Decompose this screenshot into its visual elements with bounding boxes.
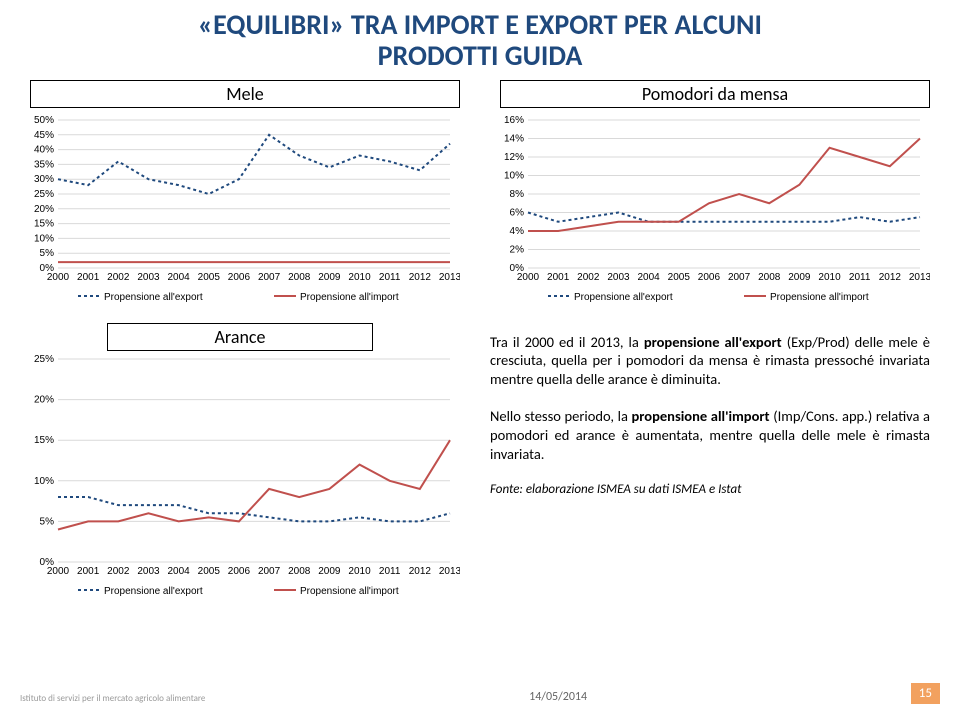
svg-text:2001: 2001 xyxy=(547,272,570,283)
svg-text:2012: 2012 xyxy=(409,566,432,577)
svg-text:15%: 15% xyxy=(34,218,54,229)
svg-text:14%: 14% xyxy=(504,133,524,144)
svg-text:2002: 2002 xyxy=(107,566,130,577)
page-number: 15 xyxy=(911,683,940,704)
svg-text:12%: 12% xyxy=(504,152,524,163)
svg-text:2005: 2005 xyxy=(198,566,221,577)
svg-text:2006: 2006 xyxy=(228,566,251,577)
svg-text:2000: 2000 xyxy=(517,272,540,283)
chart-pomodori: 0%2%4%6%8%10%12%14%16%200020012002200320… xyxy=(490,112,940,317)
svg-text:2013: 2013 xyxy=(909,272,930,283)
svg-text:2013: 2013 xyxy=(439,566,460,577)
chart-arance: 0%5%10%15%20%25%200020012002200320042005… xyxy=(20,351,460,611)
svg-text:2002: 2002 xyxy=(577,272,600,283)
svg-text:2003: 2003 xyxy=(607,272,630,283)
svg-text:2005: 2005 xyxy=(668,272,691,283)
svg-text:10%: 10% xyxy=(34,233,54,244)
subtitle-arance: Arance xyxy=(107,323,373,351)
svg-text:35%: 35% xyxy=(34,159,54,170)
svg-text:2010: 2010 xyxy=(348,272,371,283)
svg-text:5%: 5% xyxy=(40,248,55,259)
svg-text:2002: 2002 xyxy=(107,272,130,283)
svg-text:8%: 8% xyxy=(510,189,525,200)
svg-text:2005: 2005 xyxy=(198,272,221,283)
svg-text:2000: 2000 xyxy=(47,272,70,283)
subtitle-pomodori: Pomodori da mensa xyxy=(500,80,930,108)
page-title: «EQUILIBRI» TRA IMPORT E EXPORT PER ALCU… xyxy=(20,10,940,72)
source-text: Fonte: elaborazione ISMEA su dati ISMEA … xyxy=(490,482,930,497)
svg-text:2011: 2011 xyxy=(379,272,401,283)
svg-text:Propensione all'export: Propensione all'export xyxy=(574,292,673,303)
svg-text:2000: 2000 xyxy=(47,566,70,577)
svg-text:50%: 50% xyxy=(34,115,54,126)
svg-text:2004: 2004 xyxy=(167,566,190,577)
svg-text:2011: 2011 xyxy=(379,566,401,577)
svg-text:2012: 2012 xyxy=(409,272,432,283)
svg-text:2009: 2009 xyxy=(318,566,341,577)
footer: Istituto di servizi per il mercato agric… xyxy=(20,683,940,704)
svg-text:20%: 20% xyxy=(34,203,54,214)
svg-text:2004: 2004 xyxy=(637,272,660,283)
footer-left: Istituto di servizi per il mercato agric… xyxy=(20,694,205,704)
svg-text:2003: 2003 xyxy=(137,272,160,283)
svg-text:2006: 2006 xyxy=(698,272,721,283)
svg-text:25%: 25% xyxy=(34,189,54,200)
commentary-2: Nello stesso periodo, la propensione all… xyxy=(490,407,930,464)
svg-text:2012: 2012 xyxy=(879,272,902,283)
svg-text:2009: 2009 xyxy=(788,272,811,283)
svg-text:2007: 2007 xyxy=(258,272,281,283)
svg-text:2010: 2010 xyxy=(818,272,841,283)
svg-text:4%: 4% xyxy=(510,226,525,237)
svg-text:2%: 2% xyxy=(510,244,525,255)
commentary-1: Tra il 2000 ed il 2013, la propensione a… xyxy=(490,333,930,390)
svg-text:2010: 2010 xyxy=(348,566,371,577)
svg-text:2007: 2007 xyxy=(258,566,281,577)
svg-text:Propensione all'export: Propensione all'export xyxy=(104,586,203,597)
svg-text:Propensione all'import: Propensione all'import xyxy=(300,292,399,303)
svg-text:30%: 30% xyxy=(34,174,54,185)
svg-text:Propensione all'export: Propensione all'export xyxy=(104,292,203,303)
svg-text:6%: 6% xyxy=(510,207,525,218)
svg-text:2008: 2008 xyxy=(758,272,781,283)
svg-text:Propensione all'import: Propensione all'import xyxy=(300,586,399,597)
subtitle-mele: Mele xyxy=(30,80,460,108)
svg-text:15%: 15% xyxy=(34,435,54,446)
svg-text:2001: 2001 xyxy=(77,566,100,577)
svg-text:20%: 20% xyxy=(34,394,54,405)
svg-text:5%: 5% xyxy=(40,516,55,527)
svg-text:2013: 2013 xyxy=(439,272,460,283)
svg-text:16%: 16% xyxy=(504,115,524,126)
svg-text:40%: 40% xyxy=(34,144,54,155)
svg-text:25%: 25% xyxy=(34,354,54,365)
svg-text:2007: 2007 xyxy=(728,272,751,283)
svg-text:2006: 2006 xyxy=(228,272,251,283)
svg-text:2008: 2008 xyxy=(288,272,311,283)
chart-mele: 0%5%10%15%20%25%30%35%40%45%50%200020012… xyxy=(20,112,470,317)
svg-text:2008: 2008 xyxy=(288,566,311,577)
svg-text:10%: 10% xyxy=(34,475,54,486)
svg-text:45%: 45% xyxy=(34,129,54,140)
svg-text:2011: 2011 xyxy=(849,272,871,283)
footer-date: 14/05/2014 xyxy=(529,690,587,704)
svg-text:Propensione all'import: Propensione all'import xyxy=(770,292,869,303)
svg-text:2001: 2001 xyxy=(77,272,100,283)
top-subtitles: Mele Pomodori da mensa xyxy=(20,80,940,108)
svg-text:2004: 2004 xyxy=(167,272,190,283)
svg-text:2009: 2009 xyxy=(318,272,341,283)
svg-text:10%: 10% xyxy=(504,170,524,181)
svg-text:2003: 2003 xyxy=(137,566,160,577)
